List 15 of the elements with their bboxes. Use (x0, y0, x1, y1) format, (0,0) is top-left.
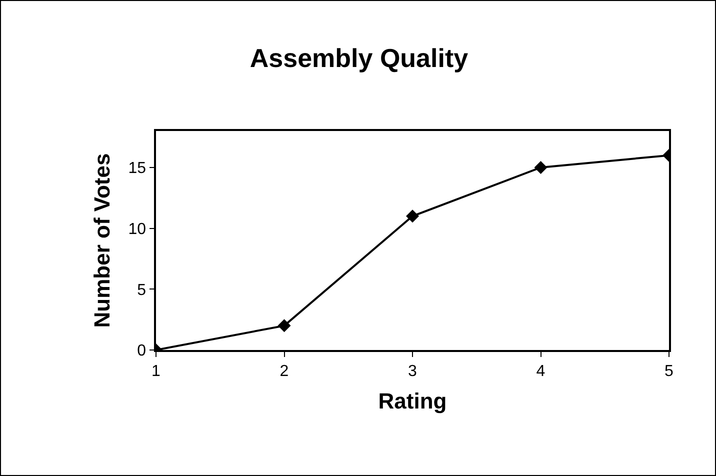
y-tick-label: 10 (128, 220, 146, 238)
y-tick-label: 5 (137, 282, 146, 299)
y-tick-label: 15 (128, 160, 146, 178)
x-tick-label: 1 (152, 362, 161, 380)
x-tick-label: 2 (280, 362, 289, 380)
x-tick-label: 3 (408, 362, 418, 380)
point (406, 210, 419, 223)
y-axis-title: Number of Votes (90, 153, 115, 328)
x-tick-label: 5 (664, 362, 674, 380)
x-axis-title: Rating (378, 388, 447, 414)
x-tick-label: 4 (536, 362, 546, 380)
point (534, 161, 548, 174)
y-tick-label: 0 (137, 342, 146, 360)
point (278, 319, 291, 332)
chart-title: Assembly Quality (250, 42, 469, 73)
